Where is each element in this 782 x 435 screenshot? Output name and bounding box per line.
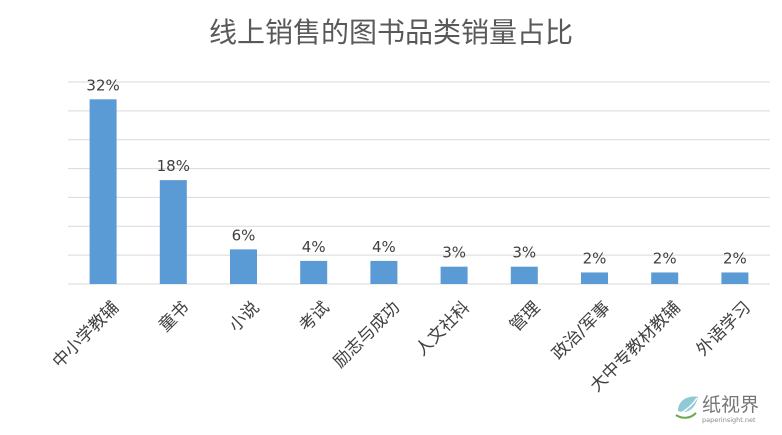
bar [370, 260, 398, 284]
bar [159, 180, 187, 284]
watermark-text: 纸视界 [702, 394, 759, 416]
data-label: 4% [372, 238, 396, 256]
bar [230, 249, 257, 284]
x-tick-label: 政治/军事 [548, 298, 614, 364]
x-tick-label: 励志与成功 [330, 298, 404, 372]
x-tick-label: 童书 [155, 298, 193, 336]
bar [89, 99, 117, 284]
bar [440, 266, 468, 284]
x-tick-label: 中小学教辅 [49, 298, 123, 372]
bar [300, 260, 328, 284]
data-label: 3% [512, 244, 536, 262]
bar [651, 272, 679, 284]
data-label: 32% [86, 76, 119, 94]
bar [581, 272, 608, 284]
x-tick-label: 考试 [296, 298, 334, 336]
x-tick-label: 人文社科 [412, 298, 474, 360]
data-labels: 32% 18% 6% 4% 4% 3% 3% 2% 2% 2% [86, 76, 746, 267]
data-label: 2% [653, 249, 677, 267]
bar [721, 272, 749, 284]
data-label: 2% [583, 249, 607, 267]
bar [510, 266, 538, 284]
leaf-icon [675, 396, 698, 419]
data-label: 2% [723, 249, 747, 267]
bars [89, 99, 749, 284]
watermark-url: paperinsight.net [702, 416, 756, 424]
data-label: 18% [157, 157, 190, 175]
data-label: 4% [302, 238, 326, 256]
x-tick-label: 外语学习 [693, 298, 755, 360]
chart-title: 线上销售的图书品类销量占比 [209, 16, 573, 49]
data-label: 6% [232, 226, 256, 244]
data-label: 3% [442, 244, 466, 262]
x-tick-label: 管理 [506, 298, 544, 336]
x-tick-label: 小说 [225, 298, 263, 336]
watermark-logo: 纸视界 paperinsight.net [675, 394, 759, 424]
